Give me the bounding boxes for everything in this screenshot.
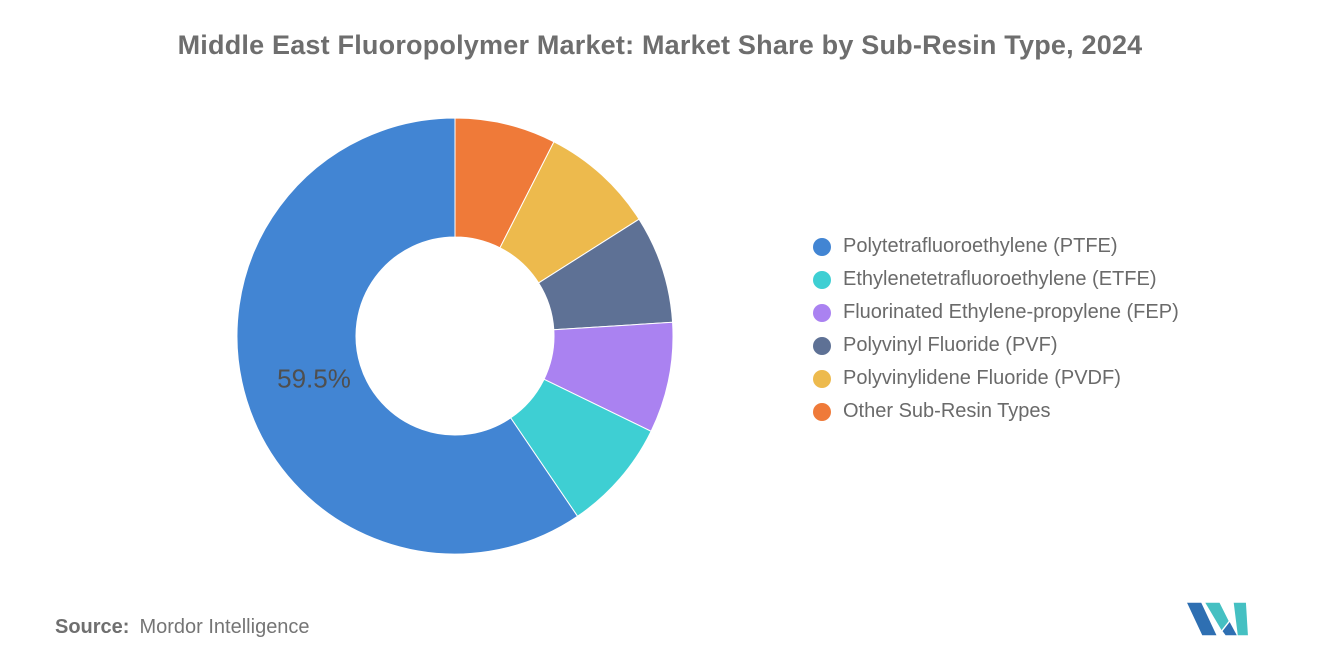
legend-dot-pvf-icon [813, 336, 831, 355]
donut-chart[interactable]: 59.5% [237, 118, 673, 554]
legend-label-ptfe: Polytetrafluoroethylene (PTFE) [843, 235, 1118, 257]
legend-item-pvf[interactable]: Polyvinyl Fluoride (PVF) [813, 329, 1179, 362]
chart-title: Middle East Fluoropolymer Market: Market… [177, 30, 1143, 60]
legend-label-pvdf: Polyvinylidene Fluoride (PVDF) [843, 367, 1121, 389]
legend-item-other[interactable]: Other Sub-Resin Types [813, 395, 1179, 428]
legend-dot-etfe-icon [813, 270, 831, 289]
donut-ring[interactable] [237, 118, 673, 554]
legend-label-pvf: Polyvinyl Fluoride (PVF) [843, 334, 1058, 356]
slice-polytetrafluoroethylene-ptfe[interactable] [237, 118, 579, 554]
legend-dot-pvdf-icon [813, 369, 831, 388]
legend-label-other: Other Sub-Resin Types [843, 400, 1051, 422]
source-label: Source: [55, 616, 130, 638]
legend-dot-ptfe-icon [813, 237, 831, 256]
legend-item-pvdf[interactable]: Polyvinylidene Fluoride (PVDF) [813, 362, 1179, 395]
source-line: Source: Mordor Intelligence [55, 616, 310, 639]
legend-label-etfe: Ethylenetetrafluoroethylene (ETFE) [843, 268, 1157, 290]
legend-label-fep: Fluorinated Ethylene-propylene (FEP) [843, 301, 1179, 323]
legend-dot-fep-icon [813, 303, 831, 322]
legend-item-ptfe[interactable]: Polytetrafluoroethylene (PTFE) [813, 230, 1179, 263]
legend: Polytetrafluoroethylene (PTFE) Ethylenet… [813, 230, 1179, 428]
legend-item-fep[interactable]: Fluorinated Ethylene-propylene (FEP) [813, 296, 1179, 329]
legend-dot-other-icon [813, 402, 831, 421]
mordor-intelligence-logo-icon [1187, 602, 1248, 636]
ptfe-slice-label: 59.5% [277, 363, 351, 394]
source-value: Mordor Intelligence [139, 616, 310, 638]
legend-item-etfe[interactable]: Ethylenetetrafluoroethylene (ETFE) [813, 263, 1179, 296]
